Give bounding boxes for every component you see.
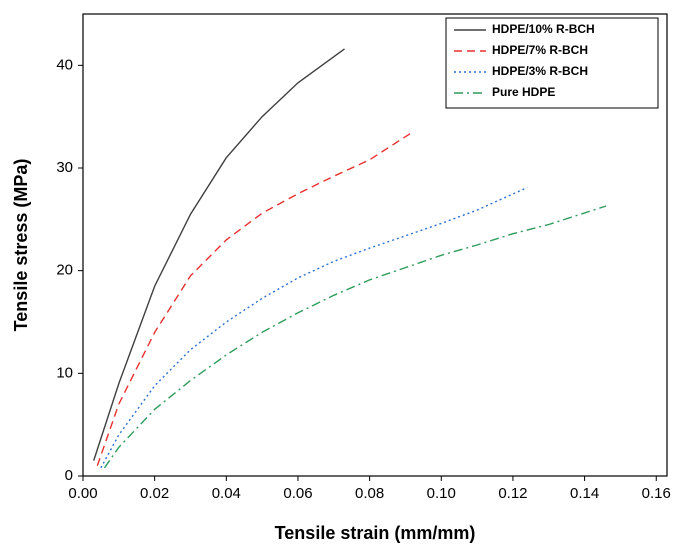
x-tick-label: 0.10 — [427, 485, 456, 502]
y-tick-label: 40 — [56, 56, 73, 73]
y-tick-label: 20 — [56, 262, 73, 279]
y-tick-label: 0 — [65, 467, 73, 484]
y-tick-label: 10 — [56, 364, 73, 381]
x-tick-label: 0.02 — [140, 485, 169, 502]
series-line — [100, 186, 528, 469]
legend-label: Pure HDPE — [492, 85, 555, 99]
x-tick-label: 0.12 — [498, 485, 527, 502]
x-tick-label: 0.08 — [355, 485, 384, 502]
series-line — [96, 131, 413, 466]
x-tick-label: 0.14 — [570, 485, 599, 502]
legend-label: HDPE/7% R-BCH — [492, 43, 588, 57]
x-tick-label: 0.06 — [283, 485, 312, 502]
legend-label: HDPE/10% R-BCH — [492, 22, 595, 36]
x-tick-label: 0.04 — [212, 485, 241, 502]
series-line — [103, 205, 607, 469]
x-tick-label: 0.00 — [68, 485, 97, 502]
y-axis-label: Tensile stress (MPa) — [11, 159, 31, 332]
legend-label: HDPE/3% R-BCH — [492, 64, 588, 78]
x-axis-label: Tensile strain (mm/mm) — [275, 523, 476, 543]
plot-frame — [82, 13, 668, 477]
series-line — [93, 48, 345, 461]
x-tick-label: 0.16 — [642, 485, 671, 502]
y-tick-label: 30 — [56, 159, 73, 176]
